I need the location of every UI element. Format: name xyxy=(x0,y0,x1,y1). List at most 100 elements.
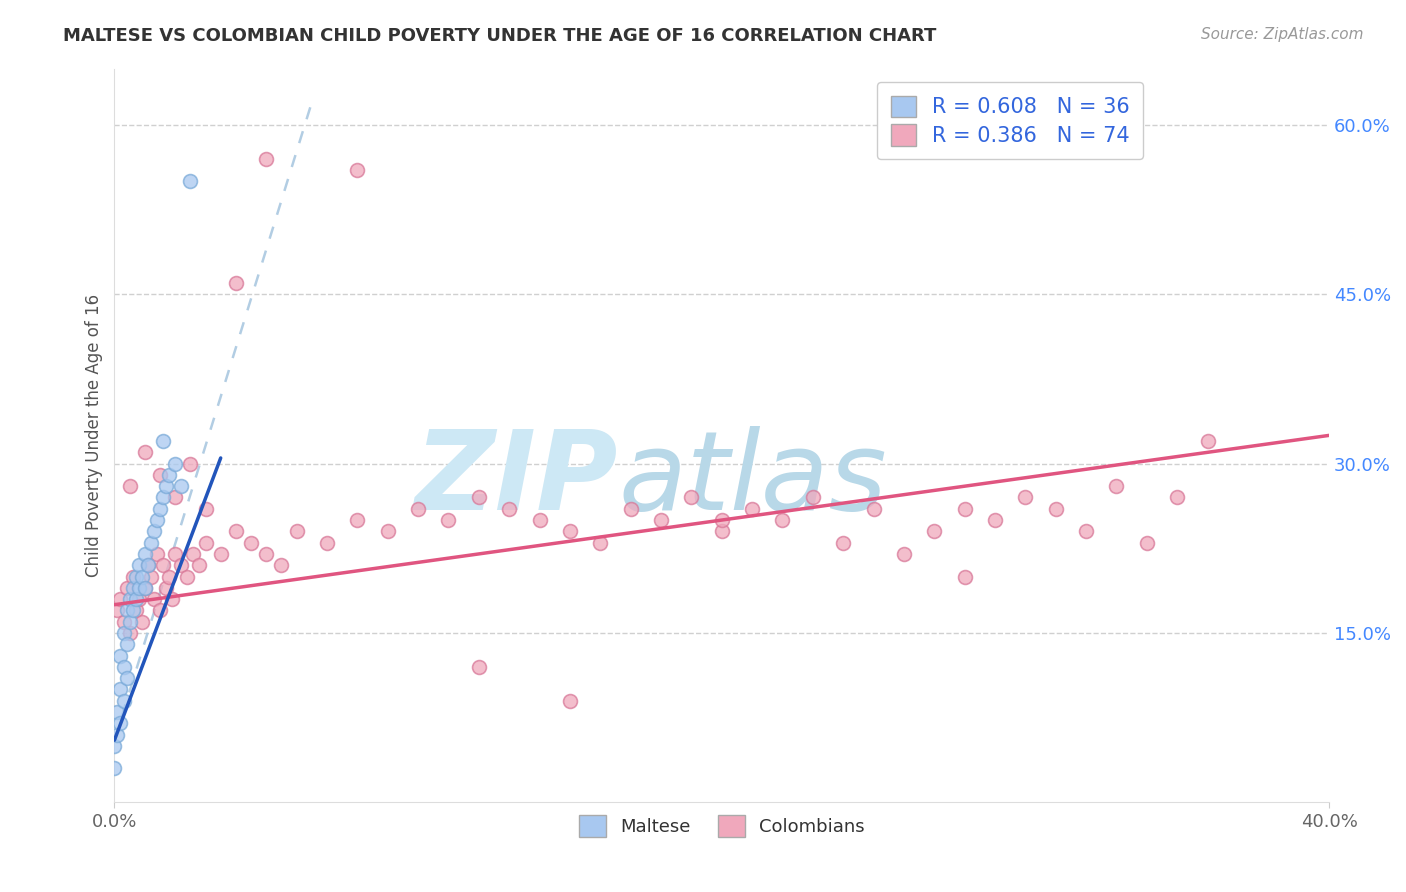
Point xyxy=(922,524,945,539)
Point xyxy=(893,547,915,561)
Point xyxy=(134,581,156,595)
Point xyxy=(134,581,156,595)
Point xyxy=(468,660,491,674)
Point xyxy=(160,592,183,607)
Point xyxy=(136,558,159,573)
Point xyxy=(772,513,794,527)
Point xyxy=(650,513,672,527)
Point xyxy=(118,592,141,607)
Point xyxy=(112,626,135,640)
Point xyxy=(107,705,129,719)
Point xyxy=(270,558,292,573)
Point xyxy=(136,558,159,573)
Point xyxy=(254,547,277,561)
Point xyxy=(1074,524,1097,539)
Legend: Maltese, Colombians: Maltese, Colombians xyxy=(571,808,872,845)
Point xyxy=(149,501,172,516)
Point xyxy=(139,569,162,583)
Point xyxy=(346,513,368,527)
Point xyxy=(225,524,247,539)
Point xyxy=(953,501,976,516)
Point xyxy=(165,547,187,561)
Point xyxy=(149,467,172,482)
Point xyxy=(146,513,169,527)
Point xyxy=(179,174,201,188)
Point xyxy=(128,592,150,607)
Point xyxy=(124,603,146,617)
Point xyxy=(110,682,132,697)
Point xyxy=(176,569,198,583)
Point xyxy=(152,434,174,448)
Point xyxy=(124,592,146,607)
Point xyxy=(121,581,143,595)
Point xyxy=(346,163,368,178)
Point xyxy=(377,524,399,539)
Text: Source: ZipAtlas.com: Source: ZipAtlas.com xyxy=(1201,27,1364,42)
Point xyxy=(801,491,824,505)
Point xyxy=(110,716,132,731)
Point xyxy=(183,547,205,561)
Point xyxy=(316,535,339,549)
Point xyxy=(155,479,177,493)
Point xyxy=(710,513,733,527)
Y-axis label: Child Poverty Under the Age of 16: Child Poverty Under the Age of 16 xyxy=(86,293,103,577)
Point xyxy=(194,535,217,549)
Point xyxy=(107,727,129,741)
Point xyxy=(710,524,733,539)
Point xyxy=(165,491,187,505)
Point xyxy=(115,671,138,685)
Point xyxy=(406,501,429,516)
Point xyxy=(152,491,174,505)
Point xyxy=(128,581,150,595)
Point xyxy=(121,603,143,617)
Point xyxy=(558,524,581,539)
Text: MALTESE VS COLOMBIAN CHILD POVERTY UNDER THE AGE OF 16 CORRELATION CHART: MALTESE VS COLOMBIAN CHILD POVERTY UNDER… xyxy=(63,27,936,45)
Point xyxy=(437,513,460,527)
Point xyxy=(209,547,232,561)
Point xyxy=(498,501,520,516)
Point xyxy=(124,569,146,583)
Point xyxy=(121,569,143,583)
Point xyxy=(112,660,135,674)
Point xyxy=(620,501,643,516)
Point xyxy=(131,615,153,629)
Point xyxy=(115,603,138,617)
Point xyxy=(558,694,581,708)
Point xyxy=(741,501,763,516)
Point xyxy=(157,467,180,482)
Point xyxy=(112,694,135,708)
Point xyxy=(953,569,976,583)
Point xyxy=(139,535,162,549)
Point xyxy=(1105,479,1128,493)
Point xyxy=(118,479,141,493)
Point xyxy=(142,524,165,539)
Point xyxy=(134,445,156,459)
Point xyxy=(103,739,125,753)
Point xyxy=(1045,501,1067,516)
Point xyxy=(194,501,217,516)
Point xyxy=(118,626,141,640)
Point xyxy=(128,558,150,573)
Point xyxy=(157,569,180,583)
Point xyxy=(188,558,211,573)
Point xyxy=(112,615,135,629)
Point xyxy=(146,547,169,561)
Point xyxy=(142,592,165,607)
Point xyxy=(110,648,132,663)
Point xyxy=(529,513,551,527)
Point xyxy=(179,457,201,471)
Point xyxy=(225,276,247,290)
Point xyxy=(115,581,138,595)
Point xyxy=(1136,535,1159,549)
Point xyxy=(1166,491,1188,505)
Point xyxy=(118,615,141,629)
Point xyxy=(240,535,263,549)
Point xyxy=(149,603,172,617)
Point xyxy=(681,491,703,505)
Point xyxy=(165,457,187,471)
Point xyxy=(115,637,138,651)
Point xyxy=(107,603,129,617)
Point xyxy=(103,761,125,775)
Point xyxy=(170,479,193,493)
Point xyxy=(170,558,193,573)
